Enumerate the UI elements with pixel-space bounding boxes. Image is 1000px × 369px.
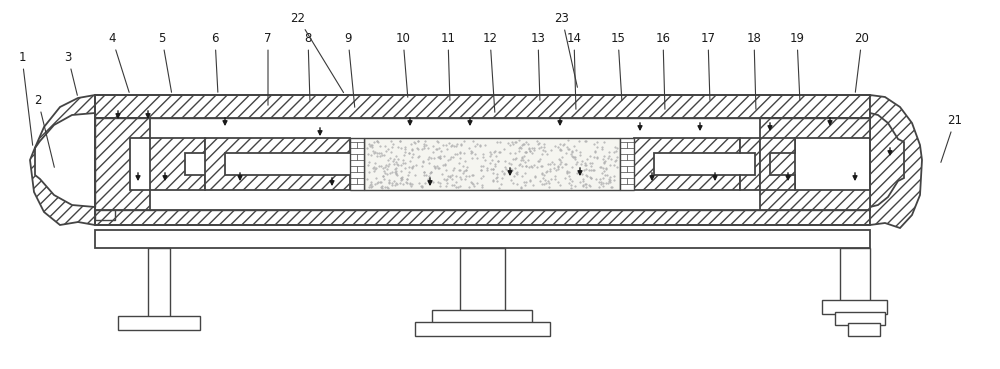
Polygon shape: [95, 207, 115, 220]
Bar: [350, 138, 364, 190]
Polygon shape: [870, 95, 922, 228]
Polygon shape: [740, 138, 760, 190]
Bar: [835, 312, 885, 325]
Text: 20: 20: [855, 31, 869, 92]
Polygon shape: [150, 138, 205, 190]
Bar: [415, 322, 550, 336]
Polygon shape: [760, 118, 870, 210]
Bar: [460, 248, 505, 313]
Text: 18: 18: [747, 31, 761, 109]
Bar: [364, 138, 620, 190]
Text: 10: 10: [396, 31, 410, 97]
Text: 22: 22: [291, 11, 344, 93]
Text: 23: 23: [555, 11, 577, 87]
Bar: [840, 248, 870, 303]
Text: 16: 16: [656, 31, 670, 109]
Polygon shape: [760, 138, 795, 190]
Bar: [95, 230, 870, 248]
Text: 9: 9: [344, 31, 355, 107]
Polygon shape: [634, 138, 740, 190]
Text: 2: 2: [34, 93, 54, 167]
Text: 21: 21: [941, 114, 962, 162]
Bar: [620, 138, 634, 190]
Bar: [95, 95, 870, 118]
Polygon shape: [205, 138, 350, 190]
Text: 5: 5: [158, 31, 172, 92]
Text: 13: 13: [531, 31, 545, 100]
Text: 17: 17: [700, 31, 716, 100]
Text: 3: 3: [64, 51, 77, 95]
Text: 1: 1: [18, 51, 33, 145]
Text: 12: 12: [483, 31, 498, 112]
Bar: [432, 310, 532, 324]
Text: 11: 11: [441, 31, 456, 100]
Bar: [848, 323, 880, 336]
Text: 8: 8: [304, 31, 312, 100]
Text: 6: 6: [211, 31, 219, 92]
Text: 4: 4: [108, 31, 129, 92]
Polygon shape: [30, 95, 95, 225]
Text: 14: 14: [566, 31, 582, 109]
Bar: [822, 300, 887, 314]
Text: 7: 7: [264, 31, 272, 105]
Text: 15: 15: [611, 31, 625, 100]
Bar: [148, 248, 170, 318]
Text: 19: 19: [790, 31, 804, 100]
Bar: [118, 316, 200, 330]
Bar: [95, 210, 870, 225]
Polygon shape: [95, 118, 150, 210]
